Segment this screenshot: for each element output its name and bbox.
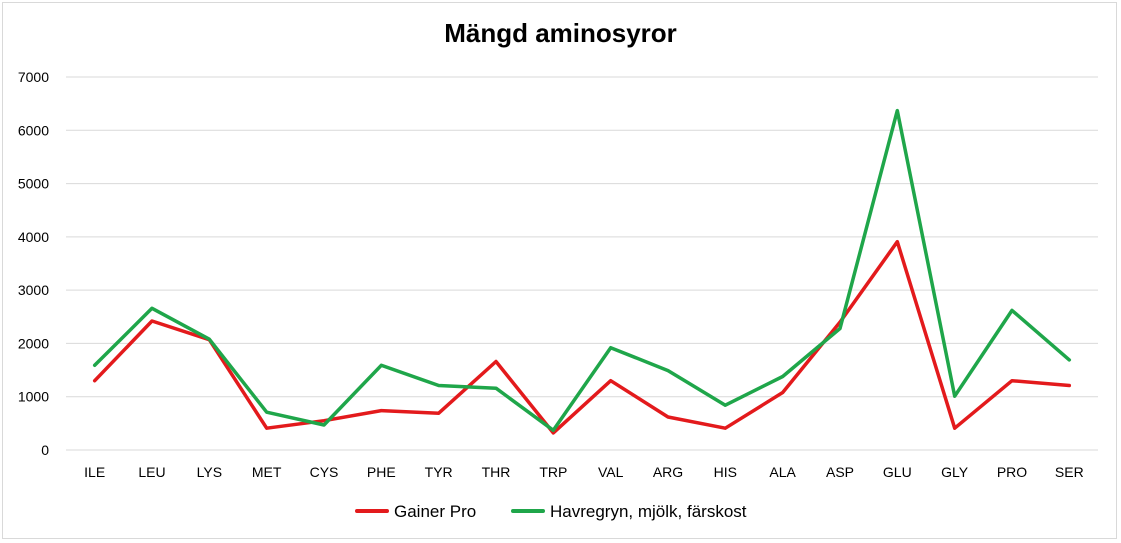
x-tick-label: MET: [252, 464, 282, 480]
y-axis: 0 1000 2000 3000 4000 5000 6000 7000: [18, 69, 49, 458]
x-axis: ILE LEU LYS MET CYS PHE TYR THR TRP VAL ARG HIS ALA A…: [84, 464, 1084, 480]
x-tick-label: TRP: [539, 464, 567, 480]
series-line-2: [92, 108, 1072, 433]
x-tick-label: TYR: [425, 464, 453, 480]
x-tick-label: PRO: [997, 464, 1027, 480]
y-tick-label: 4000: [18, 229, 49, 245]
y-tick-label: 3000: [18, 282, 49, 298]
x-tick-label: SER: [1055, 464, 1084, 480]
legend-label-2: Havregryn, mjölk, färskost: [550, 502, 747, 521]
legend: Gainer Pro Havregryn, mjölk, färskost: [355, 502, 747, 521]
x-tick-label: ARG: [653, 464, 683, 480]
gridlines: [66, 76, 1098, 451]
x-tick-label: GLU: [883, 464, 912, 480]
y-tick-label: 6000: [18, 122, 49, 138]
x-tick-label: VAL: [598, 464, 624, 480]
y-tick-label: 1000: [18, 389, 49, 405]
y-tick-label: 0: [41, 442, 49, 458]
x-tick-label: ILE: [84, 464, 105, 480]
legend-label-1: Gainer Pro: [394, 502, 476, 521]
y-tick-label: 5000: [18, 176, 49, 192]
x-tick-label: THR: [482, 464, 511, 480]
x-tick-label: ALA: [769, 464, 796, 480]
x-tick-label: ASP: [826, 464, 854, 480]
x-tick-label: LEU: [138, 464, 165, 480]
series-lines: [92, 108, 1072, 435]
x-tick-label: CYS: [310, 464, 339, 480]
x-tick-label: LYS: [197, 464, 222, 480]
x-tick-label: GLY: [941, 464, 969, 480]
y-tick-label: 7000: [18, 69, 49, 85]
series-line-1: [92, 239, 1072, 435]
x-tick-label: HIS: [714, 464, 737, 480]
y-tick-label: 2000: [18, 335, 49, 351]
chart-title: Mängd aminosyror: [444, 18, 677, 48]
x-tick-label: PHE: [367, 464, 396, 480]
